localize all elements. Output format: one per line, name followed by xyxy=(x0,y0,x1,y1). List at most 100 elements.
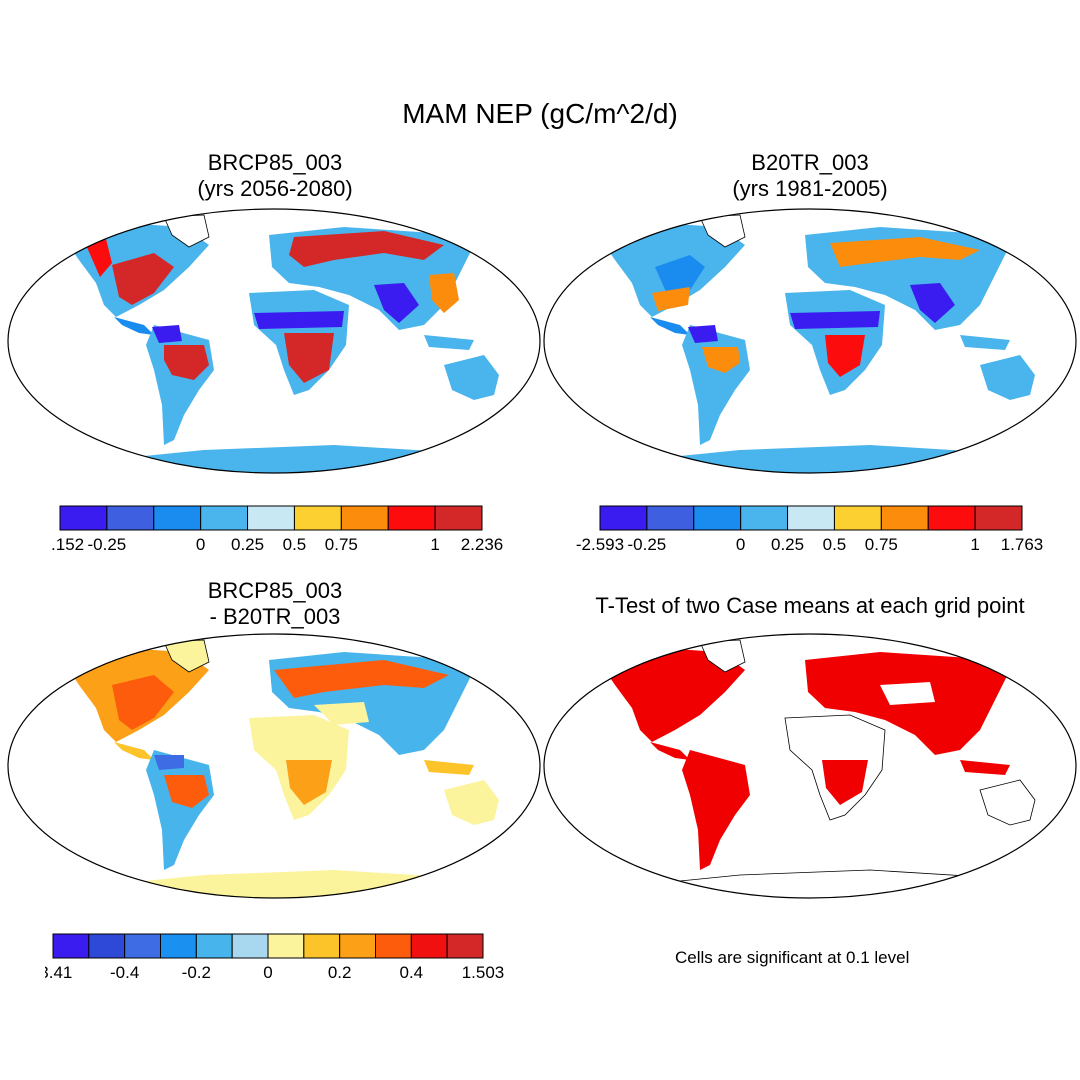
panel2-title-line1: B20TR_003 xyxy=(751,150,869,175)
colorbar-box xyxy=(195,933,233,959)
colorbar-box xyxy=(646,505,695,531)
colorbar-box xyxy=(787,505,835,531)
colorbar-box xyxy=(106,505,155,531)
panel2-map xyxy=(543,208,1077,474)
colorbar-box xyxy=(52,933,90,959)
colorbar-tick-label: -3.152 xyxy=(52,535,84,554)
panel3-colorbar: -3.41 -0.4 -0.2 0 0.2 0.4 1.503 xyxy=(45,933,505,982)
panel1-map xyxy=(7,208,541,474)
central-africa xyxy=(822,760,868,805)
colorbar-tick-label: 0 xyxy=(263,963,272,982)
colorbar-tick-label: -0.25 xyxy=(88,535,127,554)
south-america xyxy=(682,325,750,445)
colorbar-box xyxy=(293,505,342,531)
colorbar-box xyxy=(340,505,389,531)
colorbar-box xyxy=(231,933,269,959)
colorbar-box xyxy=(339,933,376,959)
colorbar-tick-label: 0.75 xyxy=(865,535,898,554)
panel2-colorbar: -2.593 -0.25 0 0.25 0.5 0.75 1 1.763 xyxy=(576,505,1044,554)
colorbar-tick-label: 1.503 xyxy=(462,963,505,982)
greenland xyxy=(163,214,210,248)
colorbar-box xyxy=(927,505,976,531)
colorbar-box xyxy=(740,505,789,531)
panel3-map xyxy=(7,633,541,899)
greenland xyxy=(699,214,746,248)
south-america xyxy=(682,750,750,870)
central-africa xyxy=(284,333,334,383)
colorbar-box xyxy=(267,933,305,959)
central-america xyxy=(114,742,154,760)
colorbar-box xyxy=(153,505,202,531)
asia-south xyxy=(910,283,955,323)
colorbar-box xyxy=(446,933,484,959)
north-america-east xyxy=(655,255,705,301)
eurasia-north xyxy=(289,231,444,267)
colorbar-box xyxy=(59,505,108,531)
greenland xyxy=(163,639,210,673)
central-america xyxy=(650,317,690,335)
colorbar-tick-label: 0 xyxy=(196,535,205,554)
colorbar-tick-label: -3.41 xyxy=(45,963,72,982)
colorbar-box xyxy=(833,505,882,531)
colorbar-tick-label: 1.763 xyxy=(1001,535,1044,554)
central-america xyxy=(114,317,154,335)
panel4-map xyxy=(543,633,1077,899)
australia xyxy=(444,780,499,825)
colorbar-box xyxy=(200,505,249,531)
colorbar-tick-label: -2.593 xyxy=(576,535,624,554)
amazon xyxy=(164,345,209,380)
colorbar-box xyxy=(434,505,483,531)
significance-note: Cells are significant at 0.1 level xyxy=(675,948,910,967)
colorbar-tick-label: 0.2 xyxy=(328,963,352,982)
indonesia xyxy=(960,335,1010,350)
panel2-title-line2: (yrs 1981-2005) xyxy=(732,176,888,201)
north-sa xyxy=(688,325,718,343)
panel3-title: BRCP85_003 - B20TR_003 xyxy=(125,578,425,630)
north-america-east xyxy=(112,253,174,305)
indonesia xyxy=(424,760,474,775)
sahel xyxy=(254,311,344,329)
australia xyxy=(979,779,1036,826)
north-america-gulf xyxy=(652,287,690,311)
middle-east xyxy=(314,702,369,725)
panel3-title-line1: BRCP85_003 xyxy=(207,578,343,603)
colorbar-tick-label: -0.2 xyxy=(182,963,211,982)
north-america-west xyxy=(86,239,112,277)
australia xyxy=(444,355,499,400)
figure-title: MAM NEP (gC/m^2/d) xyxy=(402,98,678,129)
eurasia-north xyxy=(274,660,449,698)
colorbar-box xyxy=(88,933,126,959)
colorbar-box xyxy=(880,505,929,531)
eurasia-north xyxy=(830,237,980,267)
australia xyxy=(980,355,1035,400)
china-east xyxy=(429,273,459,313)
colorbar-box xyxy=(247,505,295,531)
asia-gap xyxy=(880,682,935,705)
colorbar-box xyxy=(974,505,1023,531)
panel1-title: BRCP85_003 (yrs 2056-2080) xyxy=(125,150,425,202)
colorbar-box xyxy=(693,505,742,531)
north-sa xyxy=(154,755,184,770)
panel4-title: T-Test of two Case means at each grid po… xyxy=(545,593,1075,619)
panel1-colorbar: -3.152-0.25 0 0.25 0.5 0.75 1 2.236 xyxy=(52,505,503,554)
central-africa xyxy=(825,335,865,377)
colorbar-box xyxy=(410,933,448,959)
central-africa xyxy=(286,760,332,805)
colorbar-tick-label: -0.4 xyxy=(110,963,139,982)
colorbar-tick-label: -0.25 xyxy=(628,535,667,554)
colorbar-box xyxy=(124,933,161,959)
colorbar-tick-label: 1 xyxy=(430,535,439,554)
colorbar-box xyxy=(387,505,436,531)
south-america xyxy=(146,325,214,445)
panel3-title-line2: - B20TR_003 xyxy=(209,604,341,629)
north-sa xyxy=(152,325,182,343)
colorbar-tick-label: 0 xyxy=(736,535,745,554)
colorbar-tick-label: 0.4 xyxy=(400,963,424,982)
colorbar-box xyxy=(160,933,197,959)
panel1-title-line2: (yrs 2056-2080) xyxy=(197,176,353,201)
asia-south xyxy=(374,283,419,323)
indonesia xyxy=(960,760,1010,775)
central-america xyxy=(650,742,690,760)
north-america xyxy=(598,648,745,742)
colorbar-tick-label: 1 xyxy=(970,535,979,554)
